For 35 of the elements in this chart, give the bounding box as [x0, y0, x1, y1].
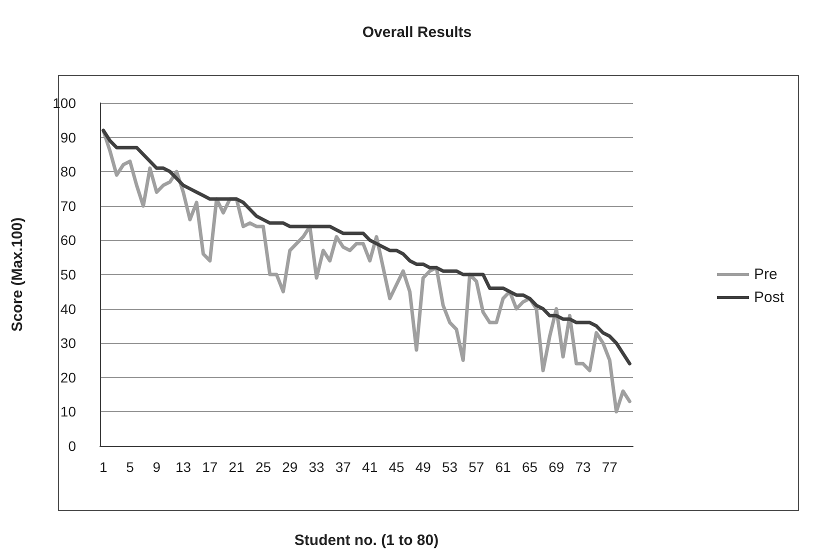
y-axis-title: Score (Max.100): [9, 217, 26, 332]
x-tick-label: 5: [126, 459, 134, 475]
x-tick-label: 57: [468, 459, 484, 475]
chart-title: Overall Results: [362, 24, 472, 41]
y-tick-label: 0: [68, 438, 76, 454]
y-tick-label: 50: [60, 266, 76, 282]
x-tick-label: 1: [99, 459, 108, 475]
x-axis-title: Student no. (1 to 80): [294, 532, 439, 549]
x-tick-label: 49: [415, 459, 432, 475]
x-tick-label: 69: [548, 459, 564, 475]
x-tick-label: 45: [388, 459, 404, 475]
x-tick-label: 21: [228, 459, 245, 475]
x-tick-label: 73: [575, 459, 592, 475]
legend-label: Pre: [754, 266, 778, 283]
x-tick-label: 61: [495, 459, 512, 475]
y-tick-label: 10: [60, 404, 76, 420]
x-tick-label: 33: [308, 459, 325, 475]
x-tick-label: 37: [335, 459, 352, 475]
y-tick-label: 30: [60, 335, 76, 352]
x-tick-label: 41: [362, 459, 378, 475]
x-tick-label: 29: [282, 459, 298, 475]
y-tick-label: 20: [60, 369, 76, 386]
y-tick-label: 80: [60, 164, 76, 180]
x-tick-label: 17: [202, 459, 218, 475]
x-tick-label: 13: [175, 459, 192, 475]
x-tick-label: 65: [522, 459, 538, 475]
x-tick-label: 53: [442, 459, 458, 475]
y-tick-label: 40: [60, 300, 76, 317]
y-tick-label: 70: [60, 198, 76, 214]
x-tick-label: 9: [152, 459, 161, 475]
y-tick-label: 60: [60, 232, 76, 248]
x-tick-label: 77: [602, 459, 618, 475]
legend-label: Post: [754, 289, 785, 306]
y-tick-label: 90: [60, 129, 76, 146]
x-tick-label: 25: [255, 459, 272, 475]
